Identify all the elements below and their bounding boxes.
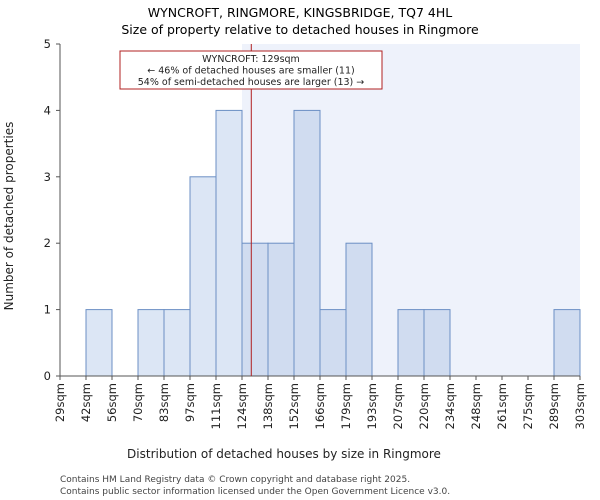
bar (423, 309, 451, 377)
bar (345, 242, 373, 377)
x-tick-label: 248sqm (469, 383, 483, 429)
bar (397, 309, 425, 377)
y-axis-label: Number of detached properties (2, 122, 16, 311)
bar (553, 309, 581, 377)
x-tick-label: 124sqm (235, 383, 249, 429)
bar (293, 109, 321, 377)
x-tick-label: 70sqm (131, 383, 145, 422)
x-tick-label: 56sqm (105, 383, 119, 422)
bar (267, 242, 295, 377)
x-tick-label: 83sqm (157, 383, 171, 422)
x-tick-label: 261sqm (495, 383, 509, 429)
y-tick-label: 1 (44, 303, 51, 317)
chart-title: WYNCROFT, RINGMORE, KINGSBRIDGE, TQ7 4HL (148, 5, 452, 20)
x-tick-label: 193sqm (365, 383, 379, 429)
x-tick-label: 207sqm (391, 383, 405, 429)
x-tick-label: 275sqm (521, 383, 535, 429)
y-tick-label: 0 (44, 369, 51, 383)
bar (241, 242, 269, 377)
annotation-line-3: 54% of semi-detached houses are larger (… (138, 77, 365, 88)
x-tick-label: 42sqm (79, 383, 93, 422)
plot-area: 0 1 2 3 4 5 29sqm 42sqm 56sqm 70sqm 83sqm 97sqm 111s… (44, 37, 587, 429)
x-tick-label: 234sqm (443, 383, 457, 429)
y-tick-label: 3 (44, 170, 51, 184)
bar (137, 309, 165, 377)
bar (215, 109, 243, 377)
y-tick-label: 4 (44, 103, 51, 117)
y-tick-label: 2 (44, 236, 51, 250)
x-tick-label: 138sqm (261, 383, 275, 429)
footer-line-1: Contains HM Land Registry data © Crown c… (60, 475, 410, 485)
x-tick-label: 152sqm (287, 383, 301, 429)
annotation-border (119, 50, 383, 90)
chart-subtitle: Size of property relative to detached ho… (121, 22, 479, 37)
bar (85, 309, 113, 377)
bar (189, 176, 217, 377)
x-tick-label: 29sqm (53, 383, 67, 422)
x-tick-label: 111sqm (209, 383, 223, 429)
x-tick-label: 220sqm (417, 383, 431, 429)
footer-line-2: Contains public sector information licen… (60, 487, 450, 497)
annotation-line-1: WYNCROFT: 129sqm (202, 54, 300, 65)
annotation-box: WYNCROFT: 129sqm← 46% of detached houses… (119, 50, 383, 90)
annotation-line-2: ← 46% of detached houses are smaller (11… (147, 66, 354, 77)
x-tick-label: 303sqm (573, 383, 587, 429)
x-tick-label: 179sqm (339, 383, 353, 429)
y-tick-label: 5 (44, 37, 51, 51)
bar (163, 309, 191, 377)
x-tick-label: 166sqm (313, 383, 327, 429)
bar (319, 309, 347, 377)
x-axis-label: Distribution of detached houses by size … (127, 447, 441, 461)
x-tick-label: 289sqm (547, 383, 561, 429)
x-tick-label: 97sqm (183, 383, 197, 422)
